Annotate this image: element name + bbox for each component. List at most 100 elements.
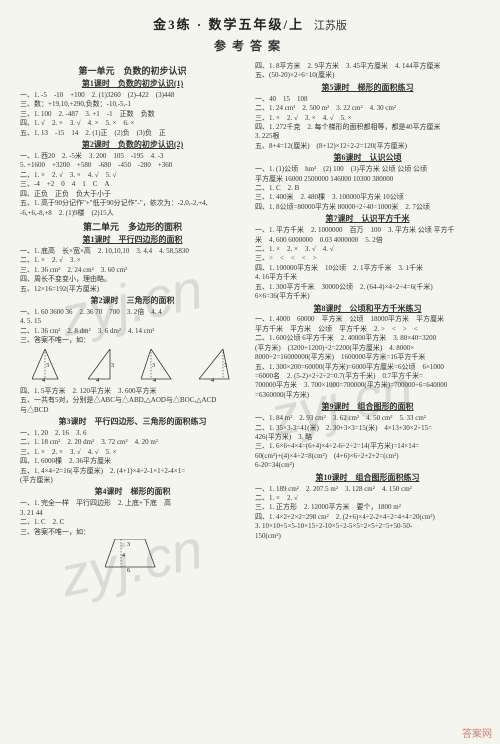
- title-main: 金3练 · 数学五年级/上: [153, 17, 304, 32]
- answer-line: 二、1. 18 cm² 2. 20 dm² 3. 72 cm² 4. 20 m²: [20, 438, 245, 447]
- answer-line: -6,+6,-8,+8 2. (1)9楼 (2)15人: [20, 209, 245, 218]
- answer-line: =6360000(平方米): [255, 391, 480, 400]
- answer-line: 三、1. × 2. √ 3. × 4. √ 5. ×: [255, 114, 480, 123]
- tri-label: 3: [152, 363, 155, 369]
- answer-line: 五、12×16=192(平方厘米): [20, 285, 245, 294]
- page-header: 金3练 · 数学五年级/上 江苏版 参考答案: [20, 14, 480, 54]
- answer-line: 五、1. 4×4÷2=16(平方厘米) 2. (4+1)×4÷2-1×1÷2-4…: [20, 467, 245, 476]
- lesson5-title: 第3课时 平行四边形、三角形的面积练习: [20, 417, 245, 428]
- answer-line: 6-20=34(cm²): [255, 461, 480, 470]
- answer-line: 三、-4 +2 0 4 1 C A: [20, 180, 245, 189]
- trap-label: 3: [127, 542, 130, 548]
- trap-label: 4: [122, 553, 125, 559]
- tri-label: 3: [224, 363, 227, 369]
- answer-line: 二、1. × 2. √ 3. ×: [20, 256, 245, 265]
- tri-label: 3: [111, 363, 114, 369]
- answer-line: 3. 21 44: [20, 509, 245, 518]
- triangle-4: 3 4: [199, 349, 233, 383]
- answer-line: 一、1. 60 3600 36 2. 36 70 700 3. 2倍 4. 4: [20, 308, 245, 317]
- answer-line: 三、1. 100 2. -487 3. +1 -1 正数 负数: [20, 110, 245, 119]
- answer-line: 三、1. × 2. × 3. √ 4. √ 5. ×: [20, 448, 245, 457]
- answer-line: 一、1. 完全一样 平行四边形 2. 上底+下底 高: [20, 499, 245, 508]
- tri-label: 3: [46, 363, 49, 369]
- answer-line: 三、1. 正方形 2. 12000平方米 要个，1800 m²: [255, 503, 480, 512]
- answer-line: 二、1. C 2. C: [20, 518, 245, 527]
- answer-line: 一、1. 西20 2. -5米 3. 200 105 -195 4. -3: [20, 152, 245, 161]
- title-sub: 参考答案: [20, 37, 480, 54]
- answer-line: 平方厘米 16000 2500000 146000 10300 380000: [255, 175, 480, 184]
- answer-line: 四、正负 正负 负大于小于: [20, 190, 245, 199]
- answer-line: 8000÷2=16000000(平方米) 1600000平方米=16平方千米: [255, 353, 480, 362]
- lesson6-title: 第4课时 梯形的面积: [20, 487, 245, 498]
- answer-line: 五、一共有5对，分别是△ABC与△ABD,△AOD与△BOC,△ACD: [20, 396, 245, 405]
- title-edition: 江苏版: [314, 20, 347, 32]
- answer-line: 二、1. 24 cm² 2. 500 m² 3. 22 cm² 4. 30 cm…: [255, 104, 480, 113]
- answer-line: 四、1. 8公顷=80000平方米 80000÷2÷40=1000米 2. 7公…: [255, 203, 480, 212]
- tri-label: 4: [96, 378, 99, 383]
- answer-line: 二、1. × 2. √ 3. × 4. √ 5. √: [20, 171, 245, 180]
- answer-line: 二、1. 36 cm² 2. 8 dm² 3. 6 dm² 4. 14 cm²: [20, 327, 245, 336]
- answer-line: 三、1. 36 cm² 2. 24 cm² 3. 60 cm²: [20, 266, 245, 275]
- lesson12-title: 第10课时 组合图形面积练习: [255, 473, 480, 484]
- answer-line: 三、答案不唯一，如：: [20, 336, 245, 345]
- tri-label: 4: [211, 378, 214, 383]
- answer-line: 米 4. 600 6000000 0.03 4000000 5. 2倍: [255, 236, 480, 245]
- triangle-figures: 3 4 3 4 3 4 3 4: [20, 349, 245, 383]
- answer-line: 一、40 15 108: [255, 95, 480, 104]
- lesson10-title: 第8课时 公顷和平方千米练习: [255, 304, 480, 315]
- answer-line: 五、1. 高于90分记作"+"低于90分记作"-"，依次为：-2,0,-2,+4…: [20, 199, 245, 208]
- answer-line: 5. +1600 +3200 +580 -680 -450 -280 +360: [20, 161, 245, 170]
- answer-line: 一、1. 底高 长×宽×高 2. 10,10,10 3. 4,4 4. 58,5…: [20, 247, 245, 256]
- answer-line: 一、1. 平方千米 2. 1000000 百万 100 3. 平方米 公顷 平方…: [255, 226, 480, 235]
- lesson9-title: 第7课时 认识平方千米: [255, 214, 480, 225]
- answer-line: 700000平方米 3. 700×1000=700000(平方米)=700000…: [255, 381, 480, 390]
- answer-line: 五、1. 13 -15 14 2. (1)正 (2)负 (3)负 正: [20, 129, 245, 138]
- triangle-1: 3 4: [32, 349, 64, 383]
- answer-line: 三、答案不唯一，如：: [20, 528, 245, 537]
- answer-line: (平方米) (3200+1200)÷2=2200(平方厘米) 4. 8000×: [255, 344, 480, 353]
- triangle-2: 3 4: [88, 349, 116, 383]
- lesson4-title: 第2课时 三角形的面积: [20, 296, 245, 307]
- answer-line: 与△BCD: [20, 406, 245, 415]
- answer-line: 二、1. × 2. √: [255, 494, 480, 503]
- answer-line: 4. 16平方千米: [255, 273, 480, 282]
- answer-line: 二、1. 600公顷 6平方千米 2. 40000平方米 3. 80×40=32…: [255, 334, 480, 343]
- answer-line: 4. 5. 15: [20, 317, 245, 326]
- lesson2-title: 第2课时 负数的初步认识(2): [20, 140, 245, 151]
- answer-line: 平方千米 平方米 公顷 平方千米 2. > < > <: [255, 325, 480, 334]
- unit2-title: 第二单元 多边形的面积: [20, 221, 245, 233]
- answer-line: 二、1. 35×3-3=41(米) 2. 30+3×3=15(米) 4×13+3…: [255, 424, 480, 433]
- answer-line: 3. 225根: [255, 132, 480, 141]
- answer-line: 五、1. 300平方千米 30000公顷 2. (64-4)×4÷2÷4=6(千…: [255, 283, 480, 292]
- answer-line: 6×6=36(平方千米): [255, 292, 480, 301]
- left-column: 第一单元 负数的初步认识 第1课时 负数的初步认识(1) 一、1. -5 -10…: [20, 62, 245, 576]
- answer-line: 五、8+4=12(厘米) (8+12)×12÷2-2=120(平方厘米): [255, 142, 480, 151]
- answer-line: 五、(50-20)×2÷6=10(厘米): [255, 71, 480, 80]
- answer-line: (平方厘米): [20, 476, 245, 485]
- tri-label: 4: [153, 378, 156, 383]
- answer-line: 四、周长不变变小，理由略。: [20, 275, 245, 284]
- answer-line: 三、1. 6×6+4×4=(6+4)×4÷2-6÷2÷2=14(平方米)=14×…: [255, 442, 480, 451]
- answer-line: 二、1. C 2. B: [255, 184, 480, 193]
- answer-line: 150(cm²): [255, 532, 480, 541]
- answer-line: 60(cm²)+(4)×4÷2=8(cm²) (4+6)×6÷2+2+2=(cm…: [255, 452, 480, 461]
- answer-line: 一、1. (1)公顷 hm² (2) 100 (3)平方米 公顷 公顷 公顷: [255, 165, 480, 174]
- answer-line: 三、1. 400米 2. 480棵 3. 100000平方米 10公顷: [255, 193, 480, 202]
- lesson8-title: 第6课时 认识公顷: [255, 153, 480, 164]
- content-columns: 第一单元 负数的初步认识 第1课时 负数的初步认识(1) 一、1. -5 -10…: [20, 62, 480, 576]
- answer-line: 二、1. × 2. × 3. √ 4. √: [255, 245, 480, 254]
- right-column: 四、1. 8平方米 2. 9平方米 3. 45平方厘米 4. 144平方厘米 五…: [255, 62, 480, 576]
- corner-badge: 答案网: [460, 725, 494, 740]
- trap-label: 6: [127, 568, 130, 573]
- lesson1-title: 第1课时 负数的初步认识(1): [20, 79, 245, 90]
- tri-label: 4: [42, 378, 45, 383]
- answer-line: 四、1. 4×2+2×2=298 cm² 2. (2+6)×4÷2-2×4÷2=…: [255, 513, 480, 522]
- answer-line: 三、数：+19,10,+290,负数：-10,-5,-1: [20, 100, 245, 109]
- lesson3-title: 第1课时 平行四边形的面积: [20, 235, 245, 246]
- answer-line: 一、1. 4000 60000 平方米 公顷 18000平方米 平方厘米: [255, 315, 480, 324]
- trapezoid-figure: 3 4 6: [20, 539, 245, 573]
- answer-line: 3. 10×10+5×5-10×15÷2-10×5÷2-5×5=2×5÷2=5+…: [255, 522, 480, 531]
- lesson11-title: 第9课时 组合图形的面积: [255, 402, 480, 413]
- answer-line: 一、1. 20 2. 16 3. 6: [20, 429, 245, 438]
- lesson7-title: 第5课时 梯形的面积练习: [255, 83, 480, 94]
